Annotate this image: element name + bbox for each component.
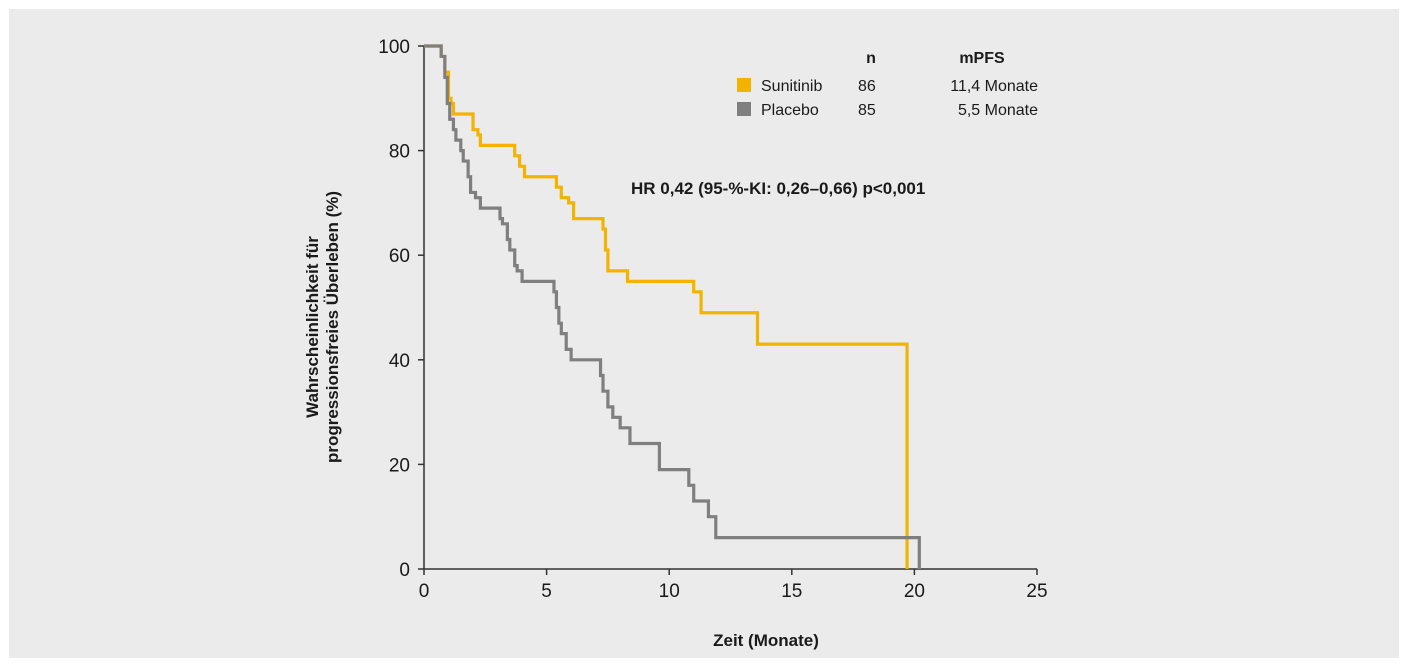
legend-header-mpfs: mPFS	[959, 50, 1005, 67]
x-tick-label: 20	[904, 581, 925, 602]
legend-mpfs-placebo: 5,5 Monate	[958, 102, 1038, 119]
y-axis-title-line-1: Wahrscheinlichkeit für	[303, 236, 322, 418]
y-tick-label: 40	[389, 351, 410, 372]
series-layer	[424, 44, 921, 569]
x-tick-label: 25	[1026, 581, 1047, 602]
legend: n mPFS Sunitinib 86 11,4 Monate Placebo …	[737, 50, 1038, 119]
chart-panel	[9, 9, 1399, 658]
legend-mpfs-sunitinib: 11,4 Monate	[950, 78, 1038, 95]
y-tick-label: 80	[389, 142, 410, 163]
legend-label-sunitinib: Sunitinib	[761, 78, 822, 95]
y-tick-label: 60	[389, 246, 410, 267]
series-line-placebo	[424, 44, 921, 569]
series-line-sunitinib	[424, 44, 909, 569]
x-ticks: 0 5 10 15 20 25	[419, 569, 1048, 602]
legend-swatch-sunitinib	[737, 78, 751, 92]
legend-n-sunitinib: 86	[858, 78, 876, 95]
y-axis-title-line-2: progressionsfreies Überleben (%)	[323, 191, 342, 463]
y-tick-label: 20	[389, 455, 410, 476]
legend-swatch-placebo	[737, 102, 751, 116]
legend-label-placebo: Placebo	[761, 102, 819, 119]
x-tick-label: 15	[781, 581, 802, 602]
hazard-ratio-annotation: HR 0,42 (95-%-KI: 0,26–0,66) p<0,001	[631, 179, 925, 198]
y-axis-title: Wahrscheinlichkeit für progressionsfreie…	[303, 191, 342, 463]
y-tick-label: 100	[378, 37, 410, 58]
legend-header-n: n	[866, 50, 876, 67]
x-axis-title: Zeit (Monate)	[713, 631, 819, 650]
x-tick-label: 10	[659, 581, 680, 602]
legend-n-placebo: 85	[858, 102, 876, 119]
x-tick-label: 5	[541, 581, 552, 602]
y-tick-label: 0	[399, 560, 410, 581]
x-tick-label: 0	[419, 581, 430, 602]
y-ticks: 0 20 40 60 80 100	[378, 37, 424, 581]
